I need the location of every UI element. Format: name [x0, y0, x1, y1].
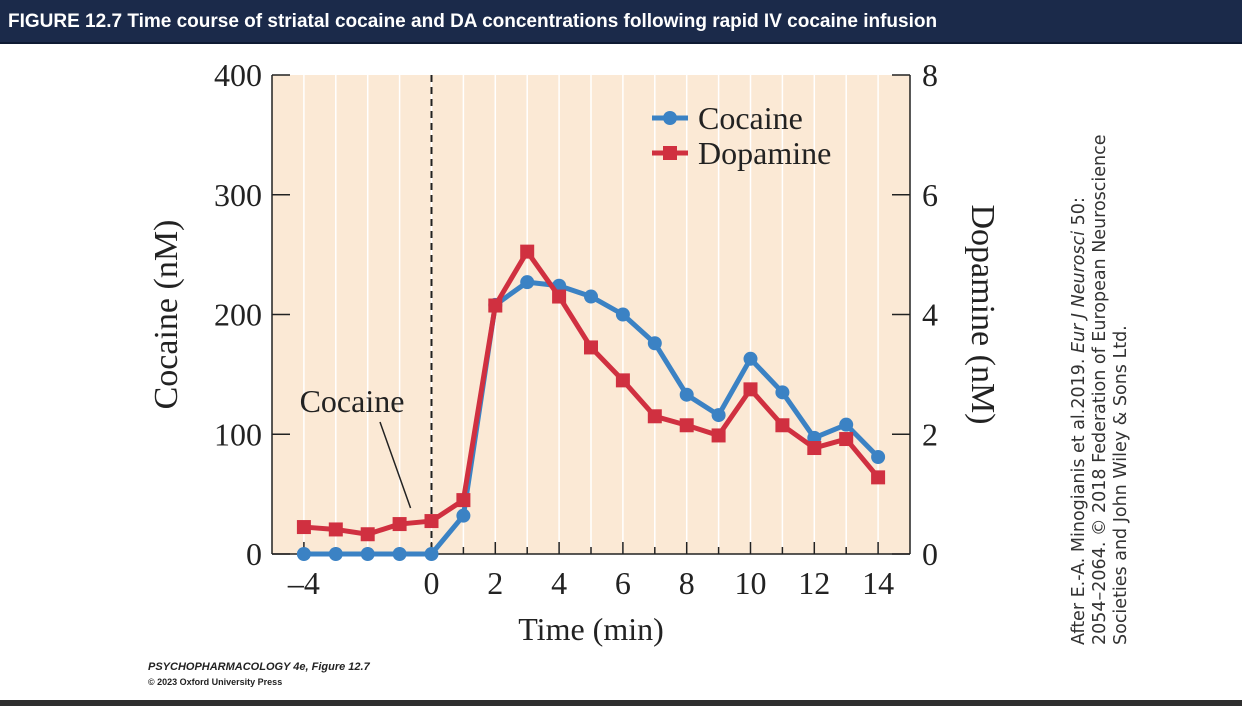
dopamine-point [584, 340, 598, 355]
bottom-bar [0, 700, 1242, 706]
figure-header: FIGURE 12.7 Time course of striatal coca… [0, 0, 1242, 44]
cocaine-point [647, 336, 662, 351]
cocaine-point [839, 417, 854, 432]
dopamine-point [552, 289, 567, 304]
legend-marker [663, 146, 677, 160]
source-citation: After E.-A. Minogianis et al.2019. Eur J… [1069, 105, 1132, 645]
dopamine-point [871, 470, 886, 485]
cocaine-point [743, 351, 758, 366]
y-right-tick-label: 0 [922, 536, 938, 572]
dopamine-point [520, 244, 535, 259]
cocaine-point [296, 547, 311, 561]
dopamine-point [488, 298, 503, 313]
x-axis-title: Time (min) [518, 611, 664, 647]
y-right-tick-label: 6 [922, 177, 938, 213]
cocaine-point [392, 547, 407, 561]
y-left-tick-label: 200 [214, 297, 262, 333]
cocaine-point [520, 275, 535, 290]
annotation-arrow [379, 421, 412, 509]
dopamine-point [424, 514, 439, 529]
dopamine-point [839, 432, 854, 447]
cocaine-point [871, 450, 886, 465]
y-left-tick-label: 300 [214, 177, 262, 213]
dopamine-point [296, 520, 311, 535]
source-line-2: 2054–2064. © 2018 Federation of European… [1090, 134, 1110, 645]
dopamine-point [615, 373, 630, 388]
cocaine-point [775, 385, 790, 400]
source-line-1: After E.-A. Minogianis et al.2019. Eur J… [1069, 197, 1089, 645]
y-right-tick-label: 4 [922, 297, 938, 333]
x-tick-label: 14 [862, 565, 894, 601]
legend-label: Cocaine [698, 100, 803, 136]
x-tick-label: 10 [735, 565, 767, 601]
x-tick-label: 2 [487, 565, 503, 601]
legend-label: Dopamine [698, 135, 831, 171]
cocaine-point [679, 387, 694, 402]
cocaine-point [711, 408, 726, 423]
y-left-tick-label: 0 [246, 536, 262, 572]
cocaine-point [328, 547, 343, 561]
cocaine-point [360, 547, 375, 561]
y-left-tick-label: 400 [214, 57, 262, 93]
dopamine-point [360, 527, 375, 542]
cocaine-point [456, 508, 471, 523]
y-right-tick-label: 8 [922, 57, 938, 93]
dopamine-point [456, 493, 471, 508]
cocaine-point [584, 289, 598, 304]
dopamine-point [807, 441, 822, 456]
x-tick-label: 8 [679, 565, 695, 601]
y-right-tick-label: 2 [922, 416, 938, 452]
dopamine-point [679, 418, 694, 433]
dopamine-point [328, 522, 343, 537]
dopamine-point [743, 382, 758, 397]
cocaine-point [615, 307, 630, 322]
legend-marker [663, 111, 677, 125]
annotation-label: Cocaine [300, 383, 405, 419]
dopamine-point [647, 409, 662, 424]
y-left-axis-title: Cocaine (nM) [148, 220, 185, 410]
figure-title: FIGURE 12.7 Time course of striatal coca… [8, 11, 938, 32]
dopamine-point [775, 418, 790, 433]
x-tick-label: 0 [424, 565, 440, 601]
book-credit: PSYCHOPHARMACOLOGY 4e, Figure 12.7 [148, 661, 370, 673]
x-tick-label: 6 [615, 565, 631, 601]
x-tick-label: 4 [551, 565, 567, 601]
source-line-3: Societies and John Wiley & Sons Ltd. [1111, 325, 1131, 645]
y-right-axis-title: Dopamine (nM) [964, 204, 1001, 424]
x-tick-label: 12 [798, 565, 830, 601]
dopamine-point [711, 428, 726, 443]
cocaine-point [424, 547, 439, 561]
x-tick-label: –4 [287, 565, 320, 601]
dopamine-point [392, 517, 407, 532]
y-left-tick-label: 100 [214, 416, 262, 452]
copyright-credit: © 2023 Oxford University Press [148, 677, 283, 687]
